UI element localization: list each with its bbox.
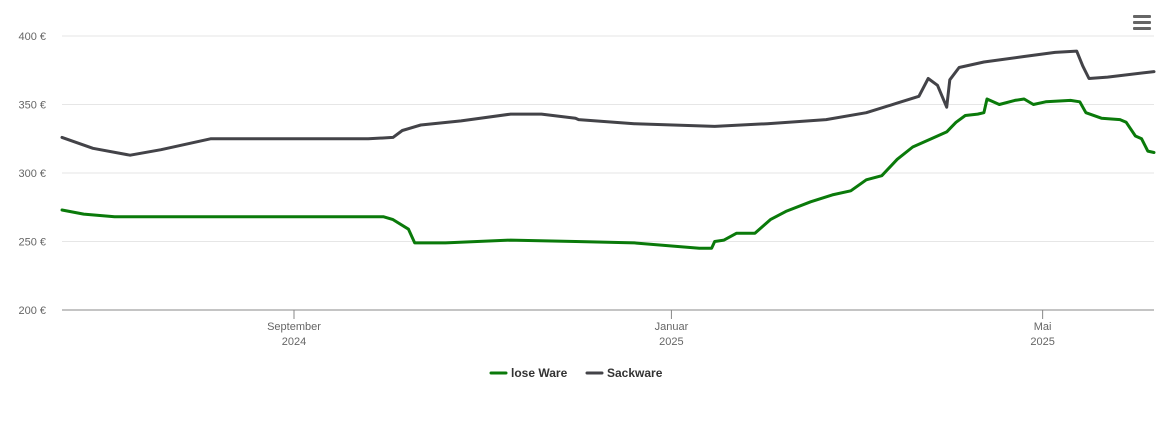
- series-line-sackware[interactable]: [60, 49, 1156, 157]
- y-tick-label: 250 €: [18, 237, 46, 249]
- legend-label: lose Ware: [511, 366, 568, 380]
- x-tick-label-month: Januar: [655, 321, 689, 333]
- x-tick-label-year: 2024: [282, 336, 306, 348]
- y-axis-tick-labels: 200 € 250 € 300 € 350 € 400 €: [18, 31, 46, 317]
- y-tick-label: 200 €: [18, 305, 46, 317]
- y-tick-label: 350 €: [18, 100, 46, 112]
- x-axis-ticks: September 2024 Januar 2025 Mai 2025: [267, 310, 1055, 348]
- x-tick-label-year: 2025: [1030, 336, 1054, 348]
- menu-bar: [1133, 27, 1151, 30]
- hamburger-menu-icon[interactable]: [1130, 12, 1154, 34]
- series-lines: [60, 49, 1156, 250]
- x-tick-label-month: Mai: [1034, 321, 1052, 333]
- y-tick-label: 300 €: [18, 168, 46, 180]
- legend[interactable]: lose Ware Sackware: [489, 366, 663, 380]
- legend-item-lose-ware[interactable]: lose Ware: [489, 366, 568, 380]
- x-tick-label-month: September: [267, 321, 321, 333]
- legend-item-sackware[interactable]: Sackware: [585, 366, 663, 380]
- legend-label: Sackware: [607, 366, 663, 380]
- series-line-lose-ware[interactable]: [60, 97, 1156, 250]
- y-tick-label: 400 €: [18, 31, 46, 43]
- x-tick-label-year: 2025: [659, 336, 683, 348]
- menu-bar: [1133, 21, 1151, 24]
- menu-bar: [1133, 15, 1151, 18]
